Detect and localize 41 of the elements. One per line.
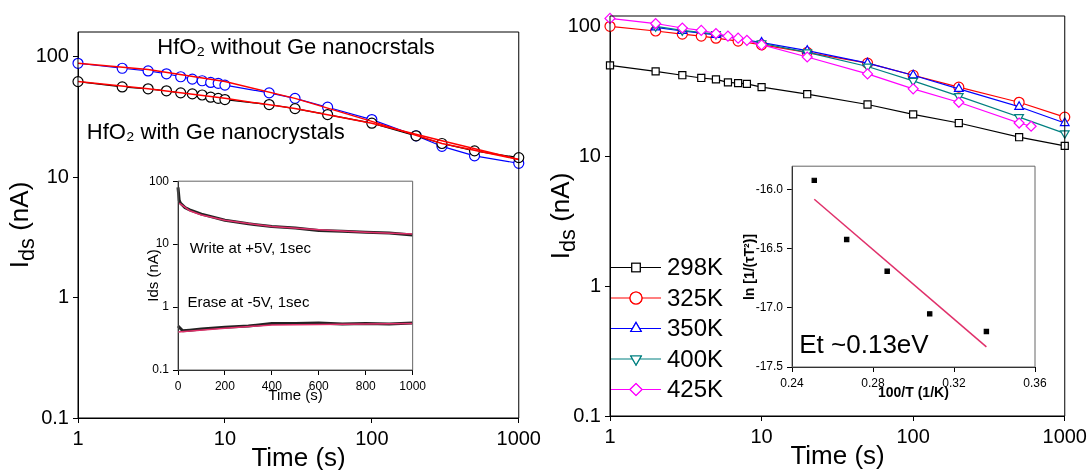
y-tick-label: 0.1 [41,405,69,428]
y-tick-label: -16.0 [755,182,784,197]
y-tick-label: 0.1 [152,362,170,377]
x-tick-label: 1 [604,424,616,447]
y-tick-label: 100 [35,44,69,67]
annotation: HfO₂ with Ge nanocrystals [86,118,345,144]
annotation: Erase at -5V, 1sec [187,293,310,311]
y-tick-label: 100 [148,173,170,188]
x-tick-label: 200 [214,378,236,393]
x-tick-label: 1 [72,426,84,449]
legend-label: 400K [667,344,724,372]
x-tick-label: 800 [355,378,377,393]
x-tick-label: 0.36 [1023,375,1047,390]
annotation: HfO₂ without Ge nanocrstals [157,33,435,59]
y-axis-title: ln [1/(τT²)] [741,233,758,300]
x-tick-label: 100 [355,426,389,449]
y-tick-label: 1 [57,285,69,308]
legend-label: 325K [667,283,724,311]
x-tick-label: 1000 [1042,424,1087,447]
x-tick-label: 0 [174,378,182,393]
x-tick-label: 1000 [399,378,427,393]
legend-label: 425K [667,375,724,403]
y-tick-label: -17.0 [755,300,784,315]
y-tick-label: 1 [162,299,170,314]
legend-label: 298K [667,253,724,281]
x-tick-label: 0.24 [780,375,804,390]
x-axis-title: Time (s) [790,440,885,470]
annotation: Write at +5V, 1sec [189,238,312,256]
x-tick-label: 1000 [496,426,541,449]
x-tick-label: 10 [213,426,237,449]
y-axis-title: Ids (nA) [143,249,161,302]
y-tick-label: 1 [589,273,601,296]
x-tick-label: 100 [896,424,930,447]
y-tick-label: 10 [578,143,601,166]
y-tick-label: 10 [46,164,69,187]
y-tick-label: 0.1 [573,403,601,426]
annotation: Et ~0.13eV [799,328,929,359]
legend-label: 350K [667,314,724,342]
y-tick-label: 100 [567,13,601,36]
y-tick-label: -17.5 [755,359,784,374]
y-tick-label: 10 [155,236,170,251]
